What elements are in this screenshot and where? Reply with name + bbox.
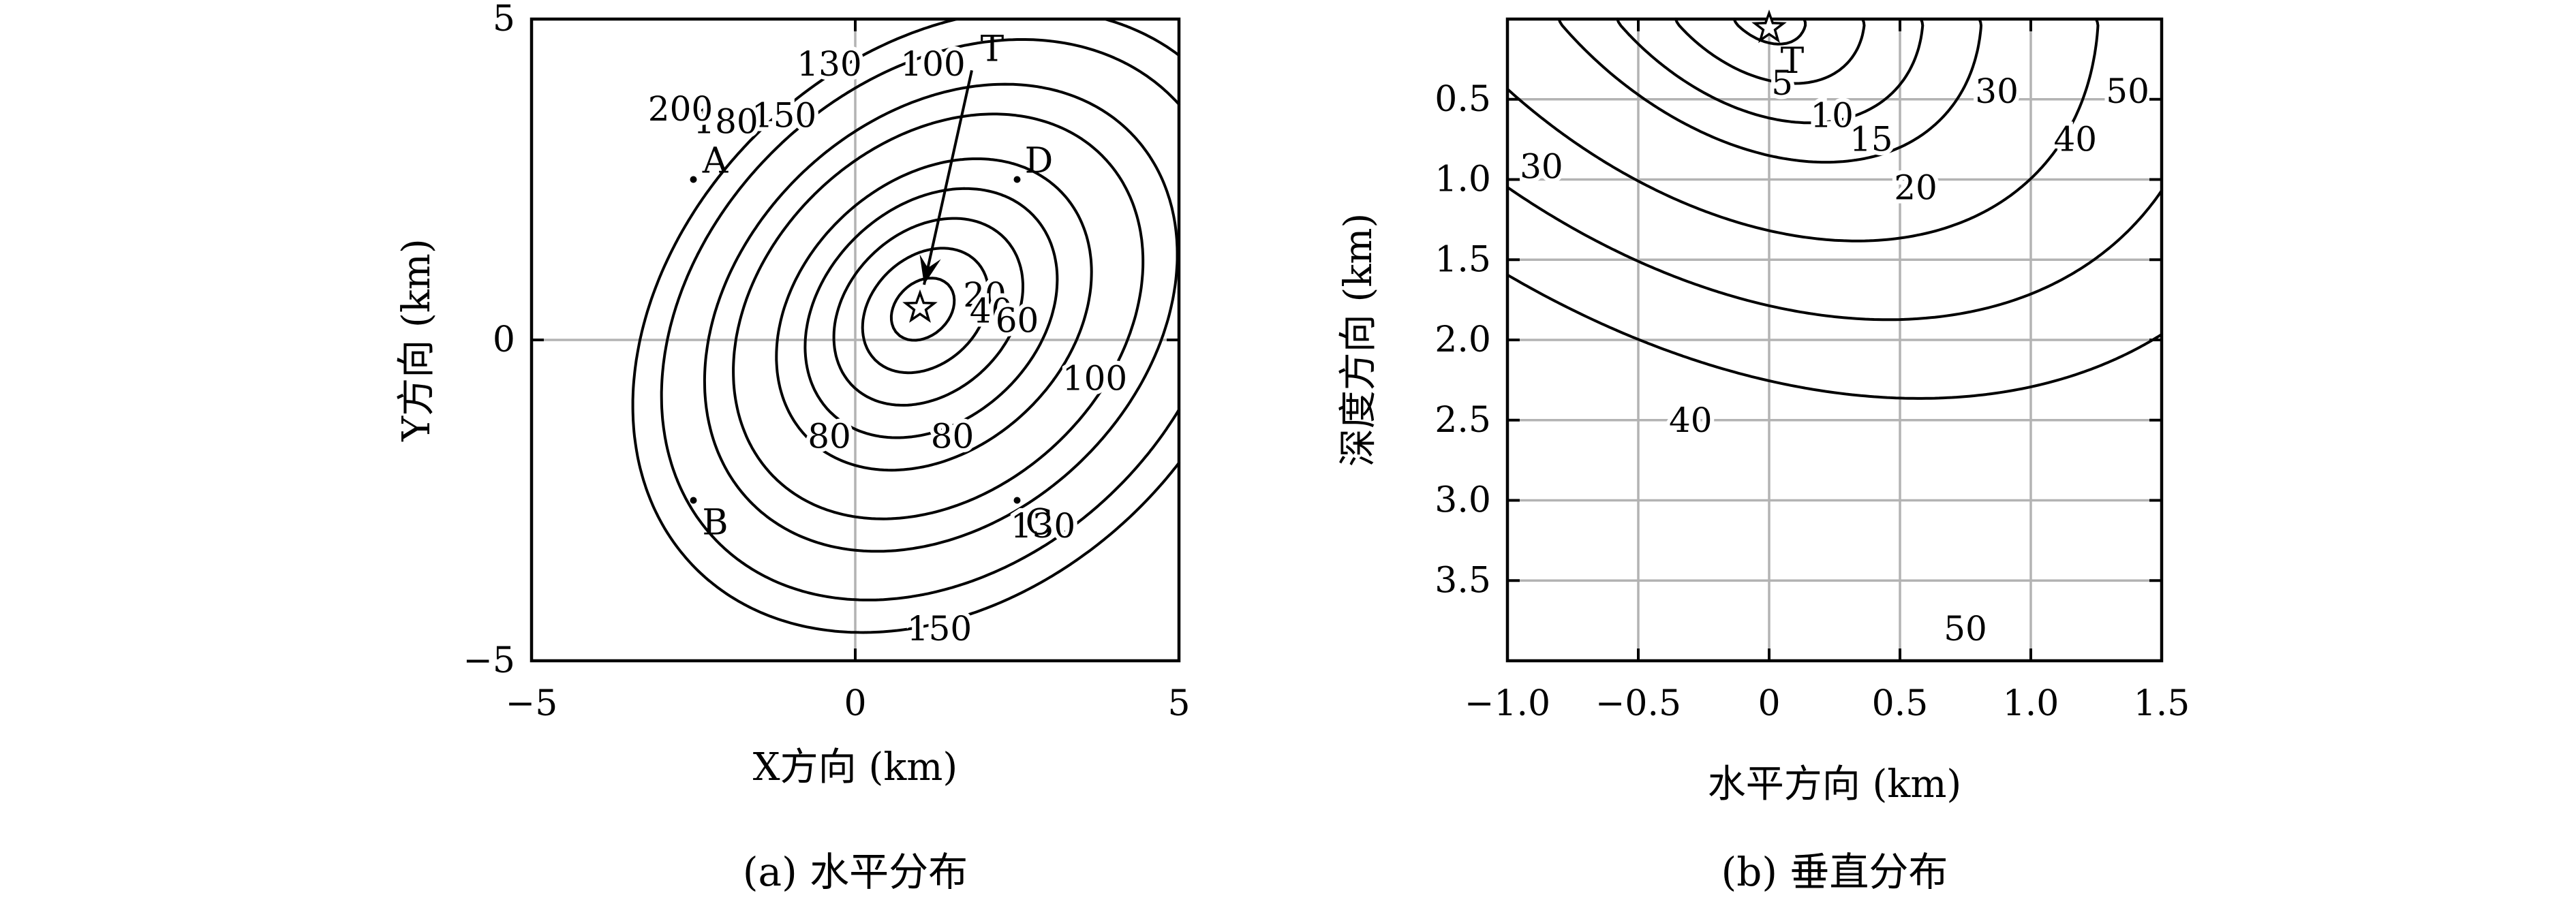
station-label: C (1026, 503, 1053, 544)
panel-b-ticks (1506, 19, 2163, 661)
panel-a-tick-labels: −5 0 5 −5 0 5 (463, 0, 1190, 724)
x-tick-label: −1.0 (1465, 683, 1550, 724)
x-tick-label: 1.5 (2134, 683, 2190, 724)
y-tick-label: 3.5 (1435, 560, 1491, 601)
y-tick-label: 1.5 (1435, 239, 1491, 280)
panel-a-ticks (530, 18, 1180, 662)
contour-label: 15 (1850, 120, 1893, 159)
x-tick-label: 0 (844, 683, 866, 724)
contour-label: 5 (1771, 63, 1793, 103)
contour-line-130 (732, 112, 1145, 520)
contour-label: 200 (648, 89, 713, 129)
contour-line-40 (861, 247, 990, 375)
contour-line-40 (1506, 185, 2163, 322)
contour-line-15 (1616, 18, 1925, 125)
contour-label: 20 (963, 275, 1007, 315)
target-star-icon (902, 289, 938, 323)
panel-a-x-axis-title: X方向 (km) (753, 745, 957, 790)
contour-label: 50 (1944, 609, 1987, 649)
contour-line-200 (631, 18, 1180, 634)
panel-a-y-axis-title: Y方向 (km) (395, 238, 439, 442)
panel-b-caption: (b) 垂直分布 (1721, 849, 1948, 895)
x-tick-label: 0 (1758, 683, 1780, 724)
y-tick-label: 0.5 (1435, 79, 1491, 120)
y-tick-label: 3.0 (1435, 480, 1491, 521)
contour-label: 40 (2053, 120, 2097, 159)
target-arrow (923, 69, 973, 285)
contour-label: 150 (907, 609, 972, 649)
station-label: A (702, 141, 729, 182)
contour-line-20 (889, 277, 956, 342)
contour-line-180 (660, 38, 1180, 602)
target-label: T (981, 29, 1005, 69)
panel-a-grid (532, 19, 1179, 661)
panel-b-contours (1506, 18, 2163, 400)
contour-label: 60 (996, 301, 1039, 341)
y-tick-label: 1.0 (1435, 159, 1491, 200)
contour-label: 130 (1011, 506, 1075, 546)
y-tick-label: 2.0 (1435, 319, 1491, 360)
contour-line-150 (703, 82, 1179, 553)
station-label: B (702, 503, 728, 544)
contour-label: 30 (1975, 72, 2019, 111)
contour-label: 20 (1894, 168, 1937, 207)
contour-label: 150 (752, 95, 816, 135)
contour-line-50 (1506, 273, 2163, 400)
x-tick-label: 1.0 (2003, 683, 2059, 724)
panel-a-stations: A B C D (690, 141, 1054, 544)
panel-b-y-axis-title: 深度方向 (km) (1336, 213, 1381, 467)
y-tick-label: 0 (493, 319, 515, 360)
station-point (1013, 176, 1021, 183)
x-tick-label: 5 (1167, 683, 1190, 724)
station-point (690, 497, 697, 504)
panel-b-target: T (1751, 9, 1805, 82)
contour-label: 50 (2106, 72, 2149, 111)
contour-line-80 (803, 187, 1059, 439)
x-tick-label: −0.5 (1595, 683, 1681, 724)
contour-line-100 (775, 157, 1093, 472)
contour-label: 10 (1810, 95, 1854, 135)
x-tick-label: −5 (506, 683, 558, 724)
contour-label: 30 (1520, 147, 1563, 187)
contour-label: 180 (693, 102, 758, 142)
station-label: D (1025, 141, 1054, 182)
contour-label: 100 (900, 44, 965, 84)
target-label: T (1781, 41, 1805, 82)
station-point (690, 176, 697, 183)
contour-label: 130 (797, 44, 861, 84)
arrow-head-icon (919, 254, 941, 285)
y-tick-label: −5 (463, 640, 515, 681)
contour-line-10 (1674, 18, 1866, 85)
contour-line-60 (832, 217, 1024, 407)
target-star-icon (1751, 9, 1787, 44)
panel-b-grid (1507, 19, 2162, 661)
panel-a-caption: (a) 水平分布 (743, 849, 968, 895)
y-tick-label: 2.5 (1435, 400, 1491, 441)
panel-b-x-axis-title: 水平方向 (km) (1708, 762, 1962, 807)
x-tick-label: 0.5 (1872, 683, 1929, 724)
contour-label: 80 (808, 416, 851, 456)
contour-label: 40 (1669, 401, 1713, 440)
contour-label: 100 (1062, 359, 1127, 399)
station-point (1013, 497, 1021, 504)
y-tick-label: 5 (493, 0, 515, 40)
contour-label: 80 (931, 416, 975, 456)
panel-a-contours (631, 18, 1180, 634)
contour-label: 40 (970, 292, 1013, 331)
panel-a-target: T (902, 29, 1005, 323)
panel-b-tick-labels: −1.0 −0.5 0 0.5 1.0 1.5 0.5 1.0 1.5 2.0 2.5 3.0 3.5 (1435, 79, 2190, 724)
